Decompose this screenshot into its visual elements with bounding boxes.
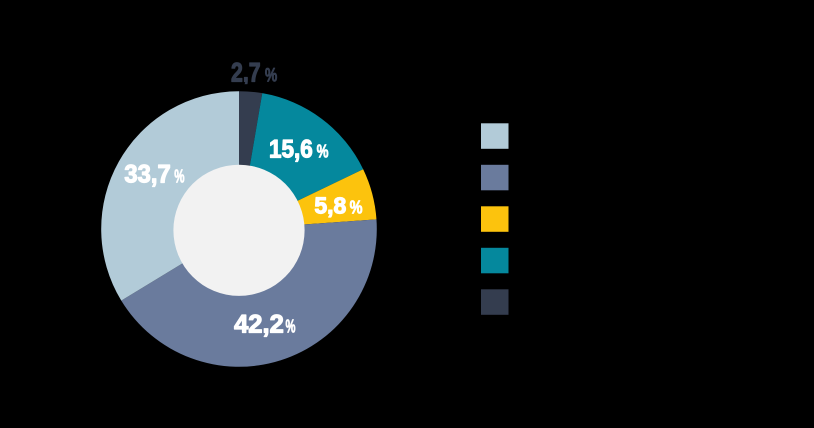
svg-text:%: % — [265, 66, 277, 87]
svg-text:%: % — [317, 141, 329, 162]
svg-text:42,2: 42,2 — [234, 310, 284, 338]
svg-text:2,7: 2,7 — [231, 58, 261, 88]
svg-text:%: % — [286, 316, 296, 336]
svg-text:5,8: 5,8 — [314, 193, 346, 219]
svg-text:%: % — [350, 198, 363, 218]
svg-text:33,7: 33,7 — [124, 160, 170, 188]
svg-text:15,6: 15,6 — [269, 136, 313, 164]
svg-text:%: % — [174, 166, 184, 186]
